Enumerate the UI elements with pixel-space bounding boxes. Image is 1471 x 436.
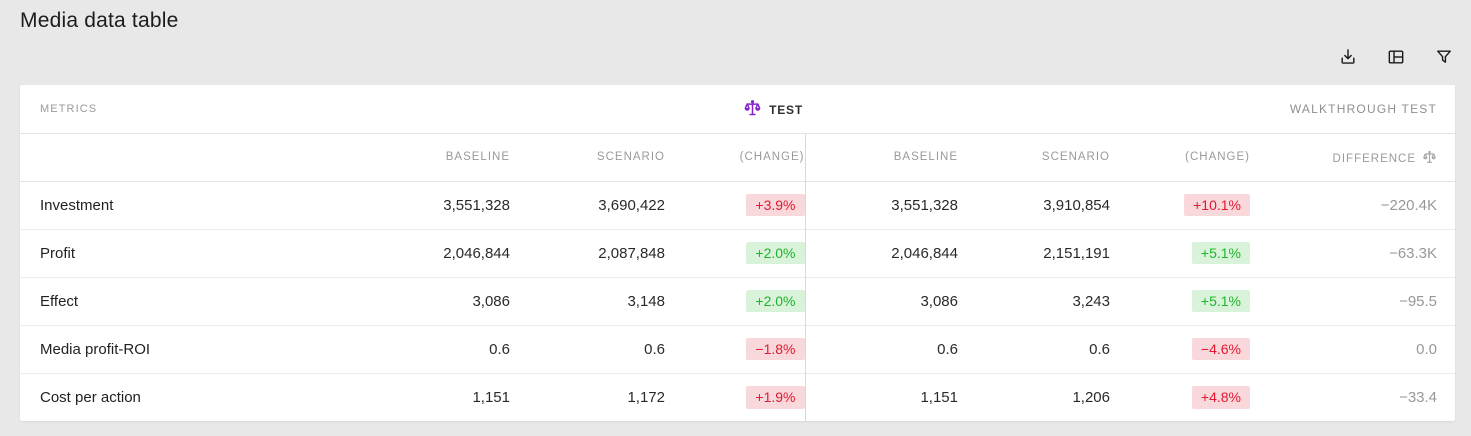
change-badge: +2.0% xyxy=(746,241,805,265)
baseline-value: 3,086 xyxy=(350,276,510,325)
scenario-value: 0.6 xyxy=(958,324,1110,373)
scenario-column-header: SCENARIO xyxy=(958,133,1110,182)
scenario-group-header-row: METRICS TEST WALKTHROUGH TEST xyxy=(20,85,1456,134)
table-row-investment: Investment 3,551,328 3,690,422 +3.9% 3,5… xyxy=(20,181,1455,229)
table-row-profit: Profit 2,046,844 2,087,848 +2.0% 2,046,8… xyxy=(20,228,1456,277)
change-badge: +4.8% xyxy=(1191,385,1250,409)
page-title: Media data table xyxy=(20,9,179,32)
scenario-value: 2,087,848 xyxy=(510,228,665,277)
scenario-test-header: TEST xyxy=(350,85,805,134)
metric-label: Investment xyxy=(40,196,114,214)
metric-label: Media profit-ROI xyxy=(20,324,350,373)
difference-value: −33.4 xyxy=(1250,372,1456,421)
baseline-value: 3,551,328 xyxy=(443,196,510,214)
balance-scale-icon xyxy=(743,99,762,118)
metrics-header: METRICS xyxy=(20,85,350,134)
download-icon xyxy=(1338,47,1358,67)
balance-scale-icon xyxy=(1422,150,1437,165)
toolbar xyxy=(1337,46,1455,68)
change-badge: +5.1% xyxy=(1191,289,1250,313)
download-button[interactable] xyxy=(1337,46,1359,68)
change-badge: +2.0% xyxy=(746,289,805,313)
baseline-column-header: BASELINE xyxy=(350,133,510,182)
baseline-value: 0.6 xyxy=(804,324,958,373)
baseline-value: 2,046,844 xyxy=(350,228,510,277)
filter-button[interactable] xyxy=(1433,46,1455,68)
difference-column-header: DIFFERENCE xyxy=(1250,133,1456,182)
scenario-value: 3,148 xyxy=(510,276,665,325)
change-badge: −4.6% xyxy=(1191,337,1250,361)
scenario-column-header: SCENARIO xyxy=(510,133,665,182)
change-badge: +10.1% xyxy=(1184,193,1250,217)
scenario-value: 0.6 xyxy=(510,324,665,373)
difference-label: DIFFERENCE xyxy=(1332,152,1417,165)
metric-label: Cost per action xyxy=(20,372,350,421)
scenario-value: 2,151,191 xyxy=(958,228,1110,277)
difference-value: 0.0 xyxy=(1250,324,1456,373)
columns-layout-icon xyxy=(1386,47,1406,67)
difference-value: −220.4K xyxy=(1380,196,1438,214)
baseline-value: 1,151 xyxy=(350,372,510,421)
baseline-value: 0.6 xyxy=(350,324,510,373)
scenario-value: 3,243 xyxy=(958,276,1110,325)
table-row-media-profit-roi: Media profit-ROI 0.6 0.6 −1.8% 0.6 0.6 −… xyxy=(20,324,1456,373)
difference-value: −63.3K xyxy=(1250,228,1456,277)
metric-label: Effect xyxy=(20,276,350,325)
scenario-value: 1,206 xyxy=(958,372,1110,421)
scenario-value: 1,172 xyxy=(510,372,665,421)
baseline-value: 3,551,328 xyxy=(804,181,958,229)
baseline-value: 2,046,844 xyxy=(804,228,958,277)
change-badge: +5.1% xyxy=(1191,241,1250,265)
media-data-table: METRICS TEST WALKTHROUGH TEST BASELINE S… xyxy=(20,85,1456,421)
metric-label: Profit xyxy=(20,228,350,277)
change-badge: +1.9% xyxy=(746,385,805,409)
baseline-column-header: BASELINE xyxy=(804,133,958,182)
table-row-cost-per-action: Cost per action 1,151 1,172 +1.9% 1,151 … xyxy=(20,372,1456,421)
table-row-effect: Effect 3,086 3,148 +2.0% 3,086 3,243 +5.… xyxy=(20,276,1456,325)
scenario-value: 3,690,422 xyxy=(598,196,665,214)
scenario-value: 3,910,854 xyxy=(1043,196,1110,214)
columns-layout-button[interactable] xyxy=(1385,46,1407,68)
baseline-value: 1,151 xyxy=(804,372,958,421)
filter-funnel-icon xyxy=(1434,47,1454,67)
baseline-value: 3,086 xyxy=(804,276,958,325)
scenario-test-label: TEST xyxy=(769,103,803,118)
change-column-header: (CHANGE) xyxy=(665,133,805,182)
change-badge: +3.9% xyxy=(746,193,805,217)
media-data-table-card: METRICS TEST WALKTHROUGH TEST BASELINE S… xyxy=(20,85,1456,421)
metric-column-spacer xyxy=(20,133,350,182)
change-badge: −1.8% xyxy=(746,337,805,361)
change-column-header: (CHANGE) xyxy=(1110,133,1250,182)
column-header-row: BASELINE SCENARIO (CHANGE) BASELINE SCEN… xyxy=(20,133,1456,182)
difference-value: −95.5 xyxy=(1250,276,1456,325)
scenario-walkthrough-header: WALKTHROUGH TEST xyxy=(805,85,1456,134)
